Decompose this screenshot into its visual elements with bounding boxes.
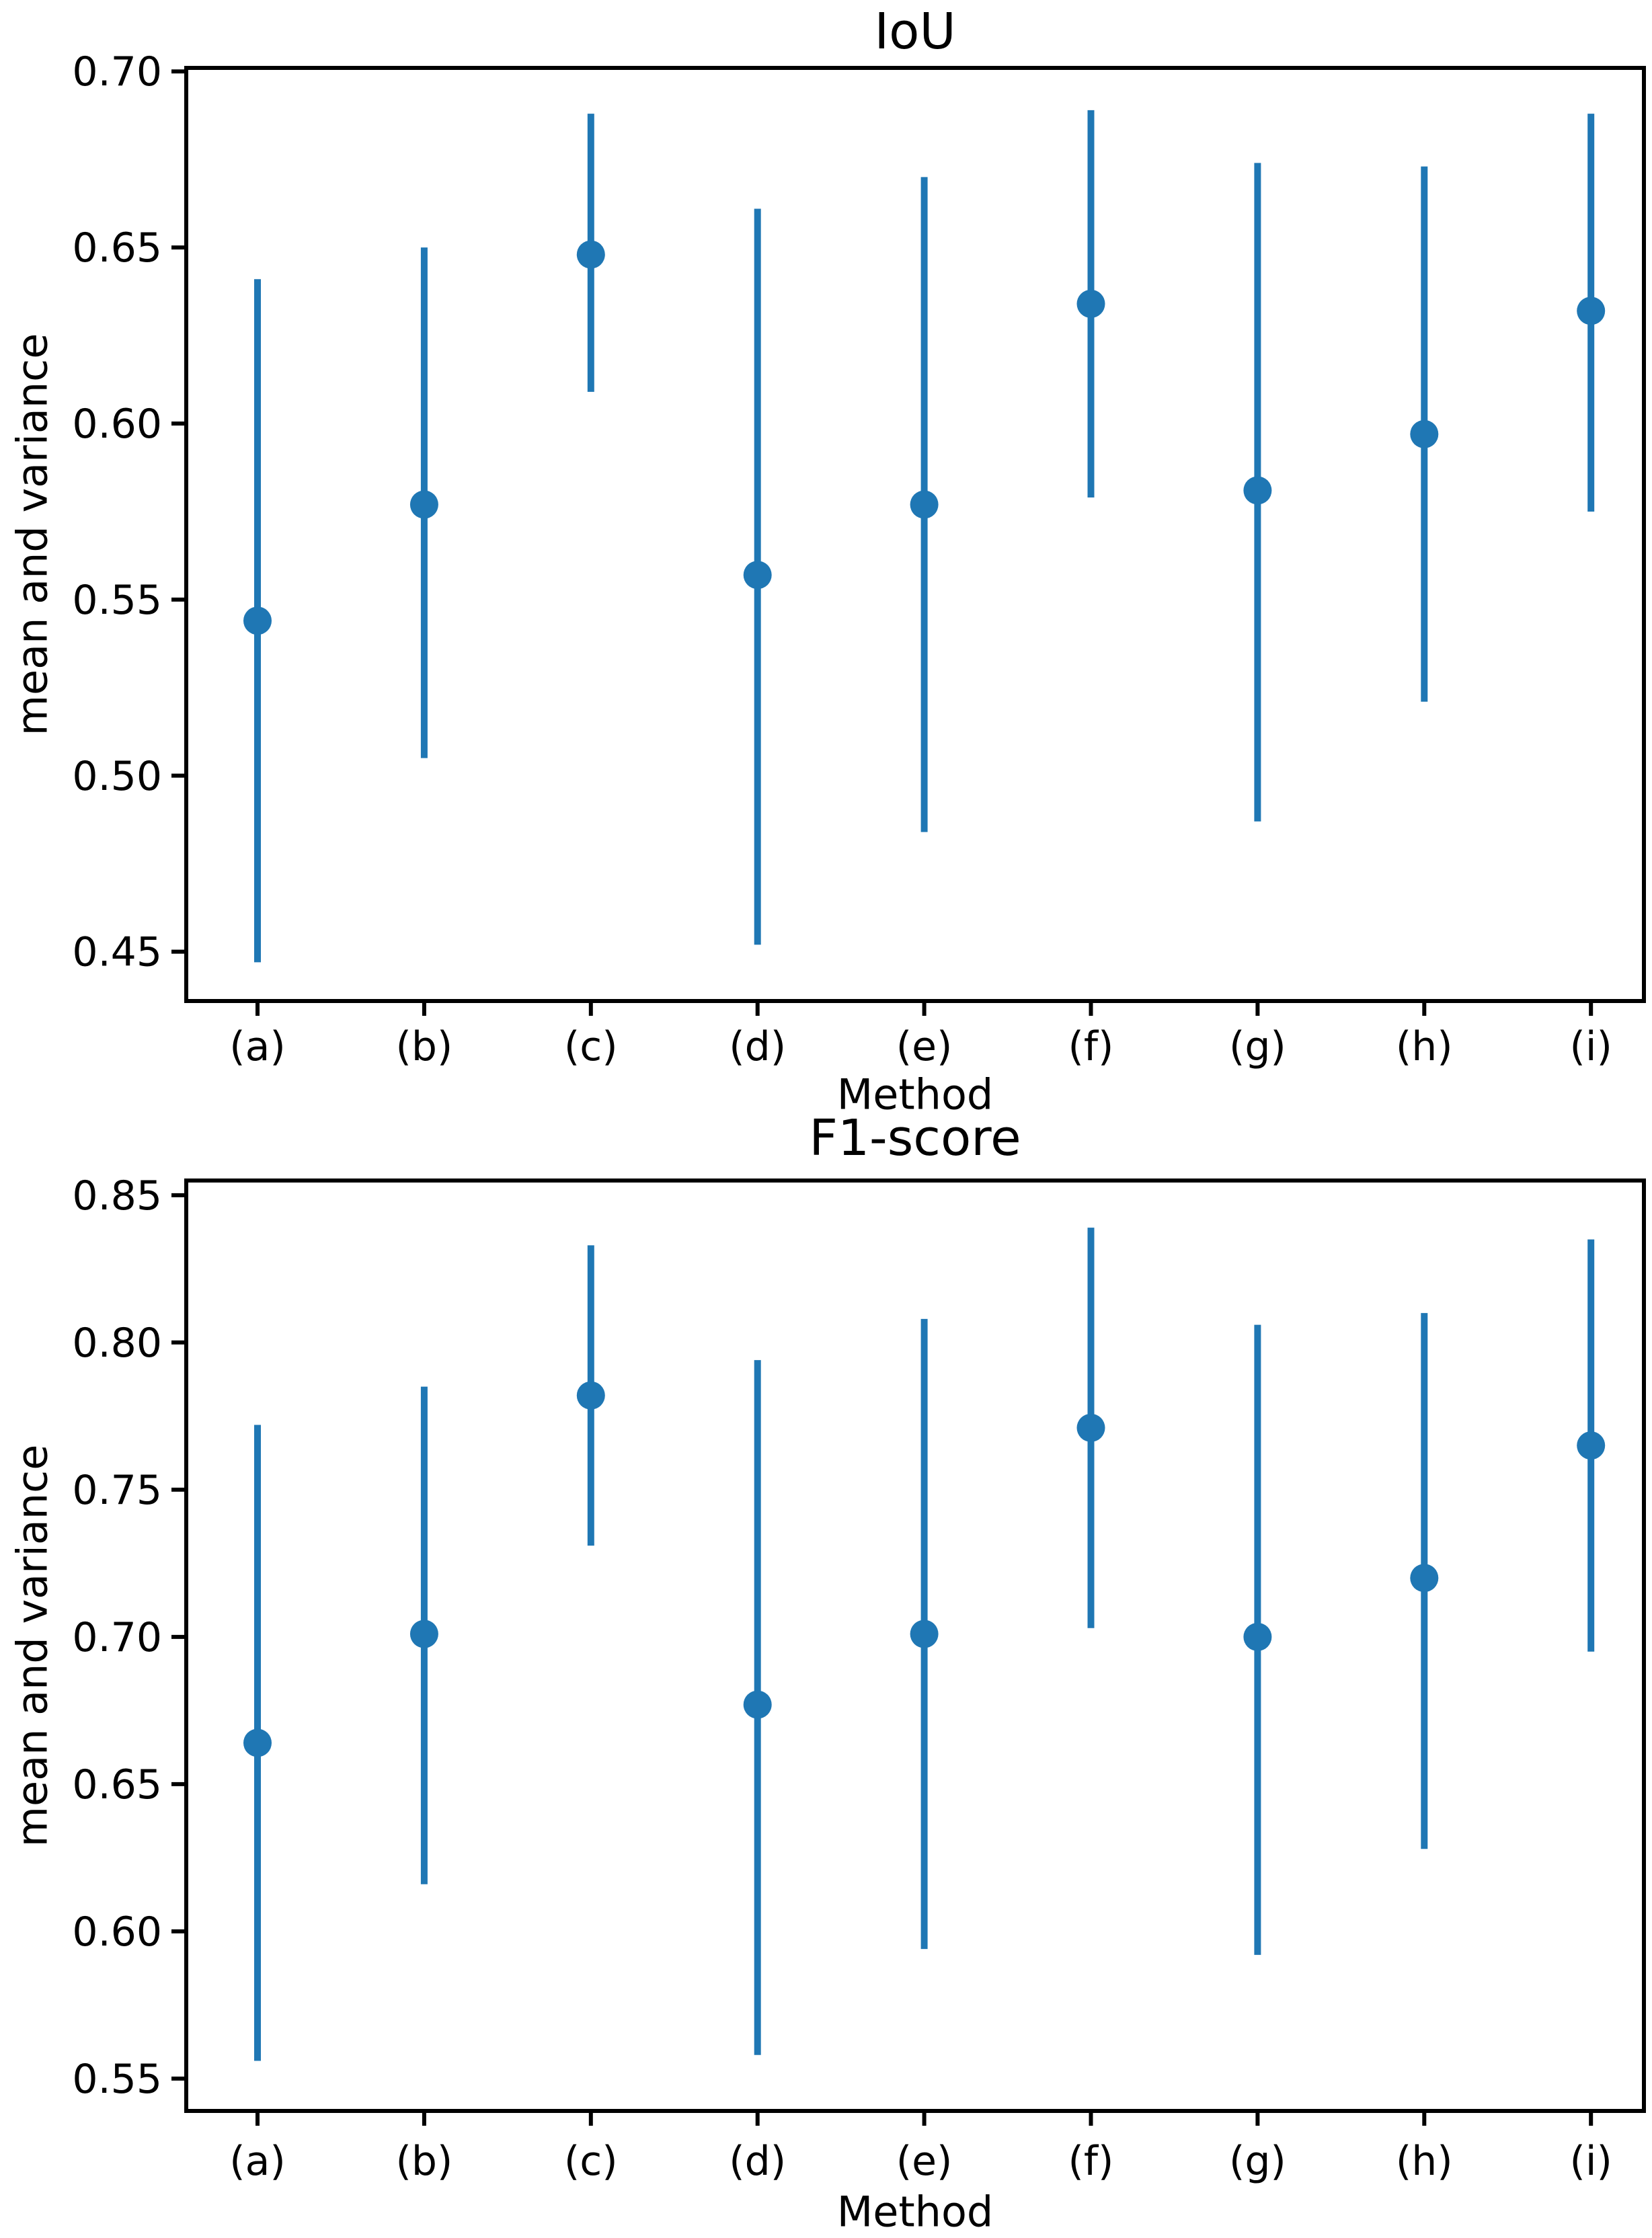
axes-spines: [184, 66, 1646, 1003]
x-tick-label: (a): [229, 1023, 286, 1070]
mean-marker-h: [1410, 1564, 1439, 1593]
y-tick-label: 0.75: [72, 1467, 162, 1514]
mean-marker-e: [910, 490, 939, 519]
x-tick-label: (e): [896, 2138, 953, 2185]
x-tick-label: (b): [395, 2138, 453, 2185]
x-tick-label: (i): [1569, 2138, 1612, 2185]
x-axis-label: Method: [837, 1070, 994, 1119]
y-tick-label: 0.55: [72, 577, 162, 624]
x-tick-label: (i): [1569, 1023, 1612, 1070]
x-tick-label: (g): [1229, 2138, 1286, 2185]
y-axis-label: mean and variance: [8, 333, 57, 736]
mean-marker-b: [409, 1620, 438, 1648]
x-tick-label: (f): [1068, 1023, 1114, 1070]
mean-marker-g: [1243, 476, 1272, 505]
y-tick-label: 0.70: [72, 1614, 162, 1661]
x-tick-label: (c): [564, 1023, 618, 1070]
x-tick-label: (b): [395, 1023, 453, 1070]
y-tick-label: 0.80: [72, 1320, 162, 1367]
axes-spines: [184, 1178, 1646, 2113]
y-tick-label: 0.85: [72, 1172, 162, 1220]
mean-marker-e: [910, 1620, 939, 1648]
x-tick-label: (h): [1396, 2138, 1453, 2185]
mean-marker-b: [409, 490, 438, 519]
mean-marker-c: [576, 240, 605, 269]
mean-marker-f: [1076, 1413, 1105, 1442]
y-axis-label: mean and variance: [8, 1445, 57, 1847]
y-tick-label: 0.45: [72, 929, 162, 976]
mean-marker-i: [1577, 1431, 1606, 1460]
y-tick-label: 0.65: [72, 225, 162, 272]
iou-chart: 0.45 0.50 0.55 0.60 0.65 0.70 (a) (b) (c) (d) (e) (…: [8, 3, 1646, 1119]
y-tick-label: 0.70: [72, 48, 162, 95]
mean-marker-g: [1243, 1622, 1272, 1651]
f1-chart: 0.55 0.60 0.65 0.70 0.75 0.80 0.85 (a) (b) (c) (d)…: [8, 1109, 1646, 2237]
x-tick-label: (a): [229, 2138, 286, 2185]
chart-title: IoU: [874, 3, 955, 61]
y-tick-label: 0.60: [72, 1909, 162, 1956]
x-tick-label: (g): [1229, 1023, 1286, 1070]
y-tick-label: 0.50: [72, 753, 162, 800]
mean-marker-a: [243, 1728, 272, 1757]
x-tick-label: (h): [1396, 1023, 1453, 1070]
x-tick-label: (c): [564, 2138, 618, 2185]
mean-marker-i: [1577, 296, 1606, 325]
x-tick-label: (f): [1068, 2138, 1114, 2185]
mean-marker-d: [743, 1690, 772, 1719]
mean-marker-f: [1076, 289, 1105, 318]
y-tick-label: 0.60: [72, 401, 162, 448]
x-tick-label: (e): [896, 1023, 953, 1070]
mean-marker-a: [243, 606, 272, 635]
x-tick-label: (d): [729, 1023, 786, 1070]
mean-marker-d: [743, 561, 772, 590]
x-tick-label: (d): [729, 2138, 786, 2185]
x-axis-label: Method: [837, 2188, 994, 2237]
y-tick-label: 0.55: [72, 2056, 162, 2103]
y-tick-label: 0.65: [72, 1761, 162, 1808]
chart-title: F1-score: [809, 1109, 1021, 1167]
mean-marker-h: [1410, 419, 1439, 448]
mean-marker-c: [576, 1381, 605, 1410]
